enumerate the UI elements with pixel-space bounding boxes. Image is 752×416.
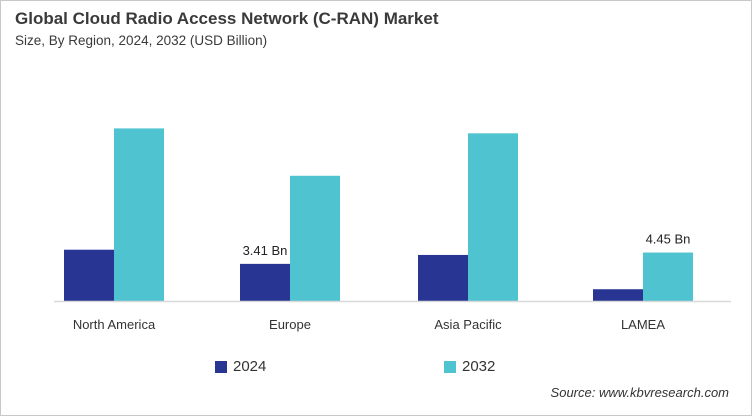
legend-item-2024: 2024 (215, 358, 266, 375)
legend-label-2032: 2032 (462, 358, 496, 375)
category-label: Europe (269, 317, 311, 332)
legend-swatch-2024 (215, 360, 227, 373)
data-label: 4.45 Bn (646, 232, 691, 247)
source-note: Source: www.kbvresearch.com (550, 385, 729, 400)
bar-2024-europe (240, 263, 290, 301)
legend-label-2024: 2024 (233, 358, 267, 375)
bar-2024-lamea (593, 289, 643, 301)
data-label: 3.41 Bn (243, 243, 288, 258)
bar-2032-lamea (643, 252, 693, 301)
bar-2032-north-america (114, 128, 164, 301)
bar-2024-asia-pacific (418, 254, 468, 301)
category-label: LAMEA (621, 317, 665, 332)
category-label: North America (73, 317, 156, 332)
bar-2032-europe (290, 175, 340, 301)
bar-2024-north-america (64, 249, 114, 301)
legend-item-2032: 2032 (444, 358, 495, 375)
chart-subtitle: Size, By Region, 2024, 2032 (USD Billion… (15, 33, 268, 48)
legend-swatch-2032 (444, 360, 456, 373)
chart-title: Global Cloud Radio Access Network (C-RAN… (15, 9, 439, 28)
category-label: Asia Pacific (434, 317, 502, 332)
bar-2032-asia-pacific (468, 133, 518, 301)
